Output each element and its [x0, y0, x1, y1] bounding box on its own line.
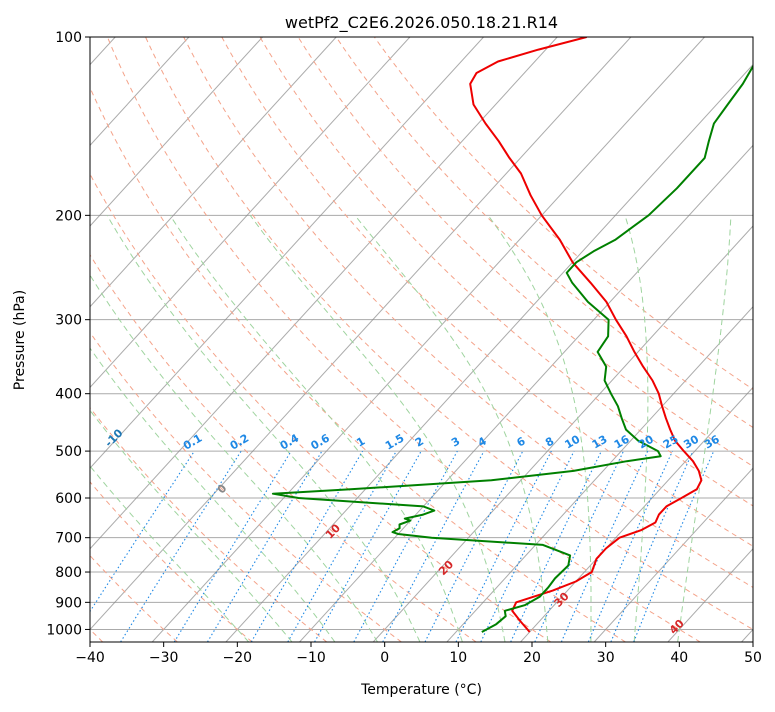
x-tick-label: 0 — [380, 650, 389, 666]
y-tick-label: 800 — [55, 565, 82, 581]
x-tick-label: 20 — [523, 650, 541, 666]
y-tick-label: 1000 — [46, 622, 82, 638]
x-tick-label: 30 — [597, 650, 615, 666]
x-tick-label: −20 — [223, 650, 253, 666]
y-axis-label: Pressure (hPa) — [12, 290, 28, 390]
y-tick-label: 200 — [55, 208, 82, 224]
y-tick-label: 400 — [55, 387, 82, 403]
y-tick-label: 300 — [55, 313, 82, 329]
y-tick-label: 700 — [55, 531, 82, 547]
x-tick-label: −30 — [149, 650, 179, 666]
y-tick-label: 600 — [55, 491, 82, 507]
x-tick-label: 50 — [744, 650, 762, 666]
x-tick-label: −10 — [296, 650, 326, 666]
plot-background — [90, 37, 753, 642]
y-tick-label: 100 — [55, 30, 82, 46]
y-tick-label: 500 — [55, 444, 82, 460]
y-tick-label: 900 — [55, 595, 82, 611]
x-tick-label: 10 — [449, 650, 467, 666]
x-tick-label: 40 — [670, 650, 688, 666]
chart-title: wetPf2_C2E6.2026.050.18.21.R14 — [285, 13, 558, 33]
x-axis-label: Temperature (°C) — [360, 682, 482, 698]
x-tick-label: −40 — [75, 650, 105, 666]
